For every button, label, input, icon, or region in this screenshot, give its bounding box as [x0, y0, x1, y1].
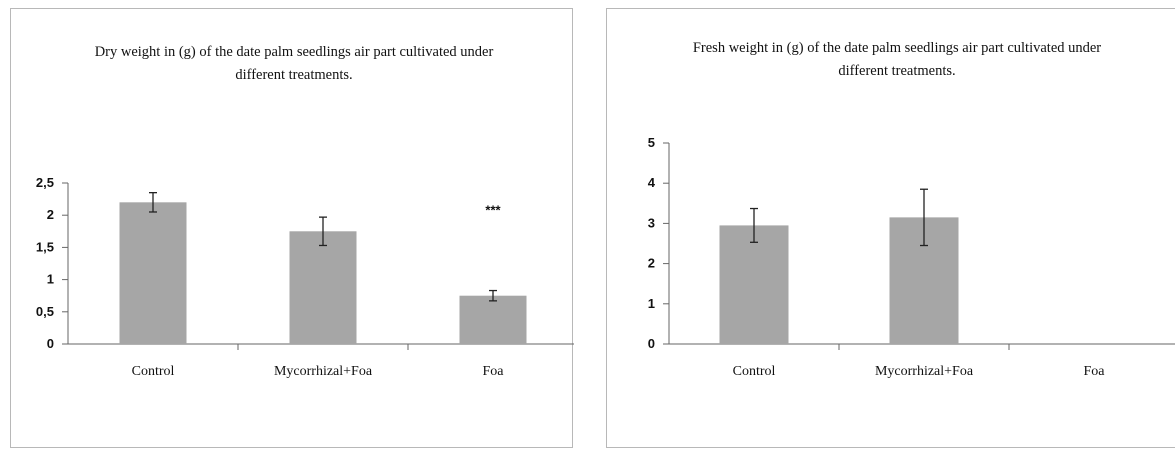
x-category-label: Foa	[1084, 364, 1106, 379]
y-tick-label: 3	[648, 215, 655, 230]
y-tick-label: 2,5	[36, 175, 54, 190]
y-tick-label: 0	[47, 336, 54, 351]
y-tick-label: 1	[47, 272, 54, 287]
dry-weight-chart: Dry weight in (g) of the date palm seedl…	[36, 44, 574, 379]
x-category-label: Mycorrhizal+Foa	[875, 364, 974, 379]
y-tick-label: 1,5	[36, 239, 54, 254]
y-tick-label: 0,5	[36, 304, 54, 319]
y-tick-label: 2	[47, 207, 54, 222]
x-category-label: Control	[132, 364, 175, 379]
y-tick-label: 4	[648, 175, 656, 190]
bar-control	[119, 202, 187, 344]
fresh-weight-chart: Fresh weight in (g) of the date palm see…	[648, 40, 1175, 379]
bar-control	[719, 225, 789, 344]
bar-foa	[459, 295, 527, 344]
y-tick-label: 5	[648, 135, 655, 150]
x-category-label: Control	[733, 364, 776, 379]
bar-mycorrhizal-foa	[289, 231, 357, 344]
significance-marker: ***	[485, 203, 501, 218]
y-tick-label: 2	[648, 256, 655, 271]
chart-title-line: different treatments.	[235, 67, 352, 83]
y-tick-label: 1	[648, 296, 655, 311]
x-category-label: Mycorrhizal+Foa	[274, 364, 373, 379]
y-tick-label: 0	[648, 336, 655, 351]
dry-weight-chart-panel: Dry weight in (g) of the date palm seedl…	[10, 8, 574, 448]
x-category-label: Foa	[483, 364, 505, 379]
chart-title-line: different treatments.	[838, 63, 955, 79]
chart-title-line: Dry weight in (g) of the date palm seedl…	[95, 44, 494, 60]
fresh-weight-chart-panel: Fresh weight in (g) of the date palm see…	[606, 8, 1175, 448]
chart-title-line: Fresh weight in (g) of the date palm see…	[693, 40, 1101, 56]
